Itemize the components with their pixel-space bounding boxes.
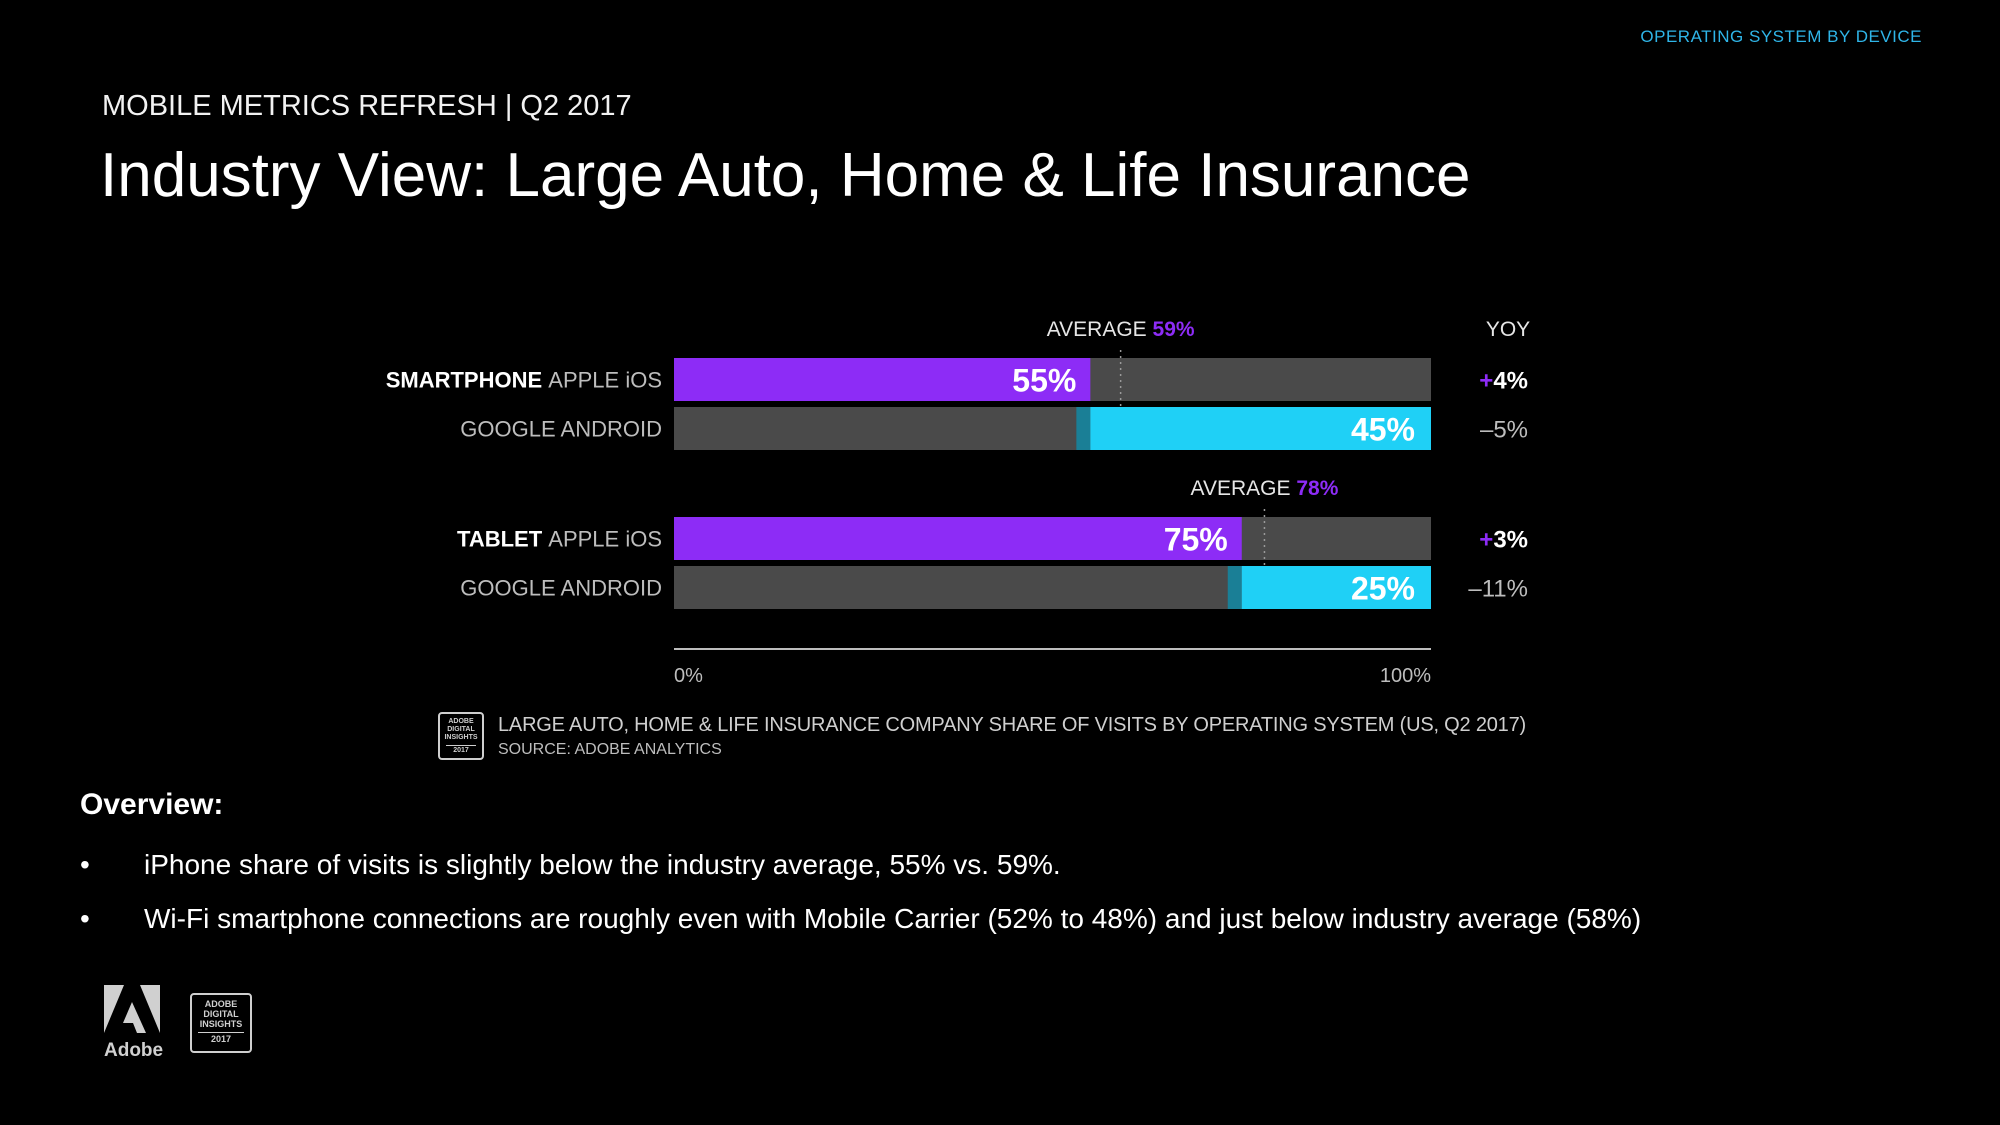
bar-edge	[1227, 566, 1242, 609]
yoy-number: 11%	[1482, 576, 1528, 603]
os-label: GOOGLE ANDROID	[460, 417, 662, 442]
adobe-logo-icon	[104, 985, 160, 1033]
yoy-value: –5%	[1480, 417, 1528, 444]
device-label: TABLET	[457, 527, 548, 552]
overview-item: • Wi-Fi smartphone connections are rough…	[80, 892, 1880, 946]
page-title: Industry View: Large Auto, Home & Life I…	[100, 141, 1471, 210]
yoy-header: YOY	[1486, 318, 1530, 341]
badge-line3: INSIGHTS	[199, 1019, 243, 1029]
overview-heading: Overview:	[80, 788, 224, 821]
badge-year: 2017	[446, 745, 476, 755]
bar-value-label: 25%	[1351, 571, 1415, 607]
average-label: AVERAGE 78%	[1191, 477, 1339, 500]
category-label: SMARTPHONE APPLE iOS	[386, 368, 662, 393]
badge-line1: ADOBE	[204, 999, 238, 1009]
bar-value-label: 55%	[1012, 363, 1076, 399]
os-label: APPLE iOS	[548, 368, 662, 393]
badge-line2: DIGITAL	[447, 726, 475, 733]
yoy-sign: +	[1479, 527, 1493, 554]
badge-year: 2017	[198, 1032, 244, 1044]
badge-line1: ADOBE	[448, 718, 474, 725]
bar-edge	[1076, 407, 1091, 450]
chart-source: SOURCE: ADOBE ANALYTICS	[498, 741, 722, 758]
bar-android	[1241, 566, 1431, 609]
bar-value-label: 75%	[1164, 522, 1228, 558]
os-label: GOOGLE ANDROID	[460, 576, 662, 601]
device-label: SMARTPHONE	[386, 368, 549, 393]
yoy-number: 4%	[1493, 368, 1528, 395]
average-value: 78%	[1296, 477, 1338, 500]
overview-list: • iPhone share of visits is slightly bel…	[80, 838, 1880, 946]
os-share-chart: YOY AVERAGE 59% 55% SMARTPHONE APPLE iOS +4%…	[386, 318, 1530, 687]
badge-line2: DIGITAL	[203, 1009, 239, 1019]
x-tick-label: 0%	[674, 665, 703, 687]
overview-item: • iPhone share of visits is slightly bel…	[80, 838, 1880, 892]
bar-ios	[674, 517, 1242, 560]
overview-text: Wi-Fi smartphone connections are roughly…	[144, 903, 1642, 934]
bar-value-label: 45%	[1351, 412, 1415, 448]
os-label: APPLE iOS	[548, 527, 662, 552]
average-text: AVERAGE	[1191, 477, 1297, 500]
average-text: AVERAGE	[1047, 318, 1153, 341]
bullet-icon: •	[80, 849, 90, 880]
yoy-sign: –	[1468, 576, 1482, 603]
page-subtitle: MOBILE METRICS REFRESH | Q2 2017	[102, 90, 632, 122]
digital-insights-badge: ADOBE DIGITAL INSIGHTS 2017	[438, 712, 484, 760]
yoy-value: +3%	[1479, 527, 1528, 554]
yoy-sign: –	[1480, 417, 1494, 444]
category-label: TABLET APPLE iOS	[457, 527, 662, 552]
bullet-icon: •	[80, 903, 90, 934]
x-tick-label: 100%	[1380, 665, 1431, 687]
overview-text: iPhone share of visits is slightly below…	[144, 849, 1061, 880]
yoy-value: +4%	[1479, 368, 1528, 395]
yoy-value: –11%	[1468, 576, 1528, 603]
section-label: OPERATING SYSTEM BY DEVICE	[1640, 27, 1922, 46]
digital-insights-badge-footer: ADOBE DIGITAL INSIGHTS 2017	[190, 993, 252, 1053]
category-label: GOOGLE ANDROID	[460, 417, 662, 442]
yoy-number: 5%	[1493, 417, 1528, 444]
category-label: GOOGLE ANDROID	[460, 576, 662, 601]
badge-line3: INSIGHTS	[444, 734, 478, 741]
adobe-wordmark: Adobe	[104, 1040, 164, 1061]
average-value: 59%	[1153, 318, 1195, 341]
yoy-sign: +	[1479, 368, 1493, 395]
average-label: AVERAGE 59%	[1047, 318, 1195, 341]
yoy-number: 3%	[1493, 527, 1528, 554]
bar-android	[1090, 407, 1431, 450]
bar-ios	[674, 358, 1091, 401]
chart-caption: LARGE AUTO, HOME & LIFE INSURANCE COMPAN…	[498, 714, 1526, 736]
